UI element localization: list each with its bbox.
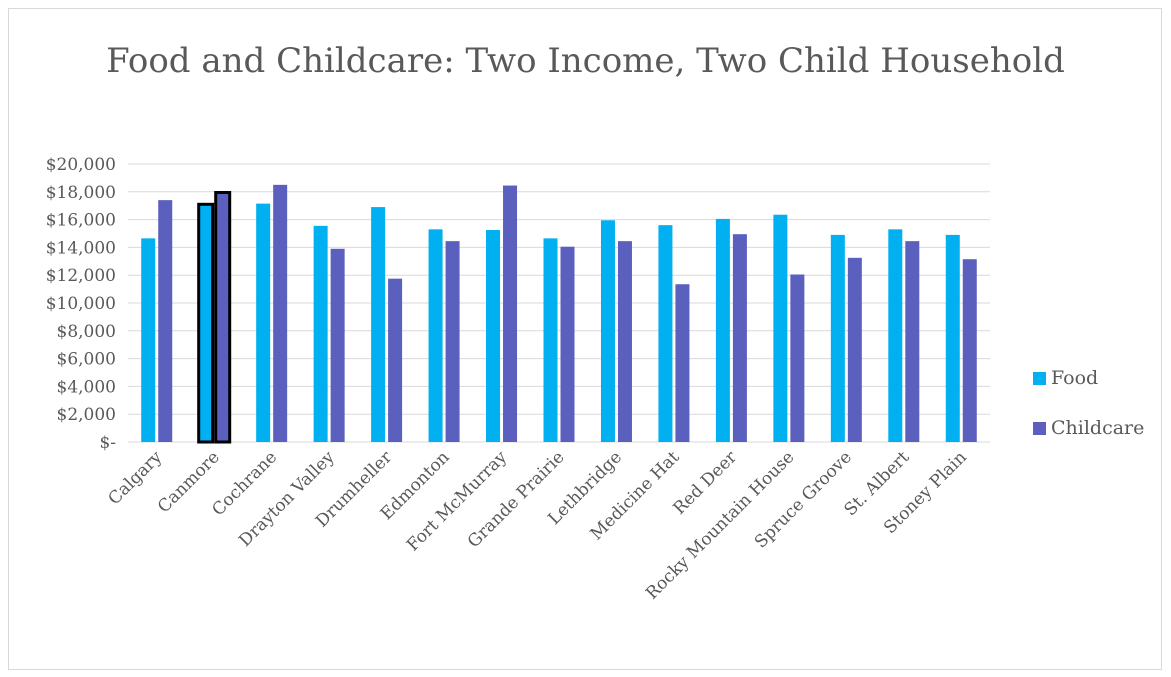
bar-food [486, 230, 501, 442]
bar-food [600, 220, 615, 442]
bar-food [658, 225, 673, 442]
bar-food [945, 234, 960, 442]
bar-food [428, 229, 443, 442]
bar-childcare [617, 241, 632, 442]
bar-food [256, 203, 271, 442]
bar-childcare [503, 185, 518, 443]
bar-childcare [790, 274, 805, 442]
y-tick-label: $14,000 [46, 238, 116, 258]
bar-childcare [847, 257, 862, 442]
y-tick-label: $2,000 [57, 405, 116, 425]
bar-childcare [273, 184, 288, 442]
bar-food [888, 229, 903, 442]
bar-food [773, 214, 788, 442]
x-tick-label: Fort McMurray [403, 447, 511, 555]
legend-swatch [1033, 422, 1046, 435]
legend-swatch [1033, 372, 1046, 385]
legend-label: Food [1051, 367, 1098, 389]
y-tick-label: $4,000 [57, 377, 116, 397]
y-tick-label: $20,000 [46, 155, 116, 175]
y-tick-label: $6,000 [57, 350, 116, 370]
y-tick-label: $8,000 [57, 322, 116, 342]
bar-childcare [445, 241, 460, 442]
y-tick-label: $18,000 [46, 183, 116, 203]
bar-food [371, 207, 386, 442]
bar-childcare [675, 284, 690, 442]
legend-label: Childcare [1051, 417, 1144, 439]
x-tick-label: Spruce Groove [751, 447, 856, 552]
x-tick-label: Grande Prairie [464, 447, 569, 552]
y-tick-label: $12,000 [46, 266, 116, 286]
bar-food [313, 225, 328, 442]
y-tick-label: $10,000 [46, 294, 116, 314]
bar-childcare [330, 248, 345, 442]
y-tick-label: $16,000 [46, 211, 116, 231]
bar-food [830, 234, 845, 442]
chart-title: Food and Childcare: Two Income, Two Chil… [106, 41, 1065, 81]
bar-childcare [905, 241, 920, 442]
bar-food [197, 202, 215, 444]
bar-food [141, 238, 156, 442]
bar-childcare [732, 234, 747, 442]
y-tick-label: $- [99, 433, 116, 453]
bar-childcare [962, 259, 977, 442]
bar-food [715, 218, 730, 442]
bar-childcare [214, 190, 232, 444]
bar-childcare [388, 278, 403, 442]
bar-childcare [158, 200, 173, 442]
bar-childcare [560, 246, 575, 442]
bar-food [543, 238, 558, 442]
